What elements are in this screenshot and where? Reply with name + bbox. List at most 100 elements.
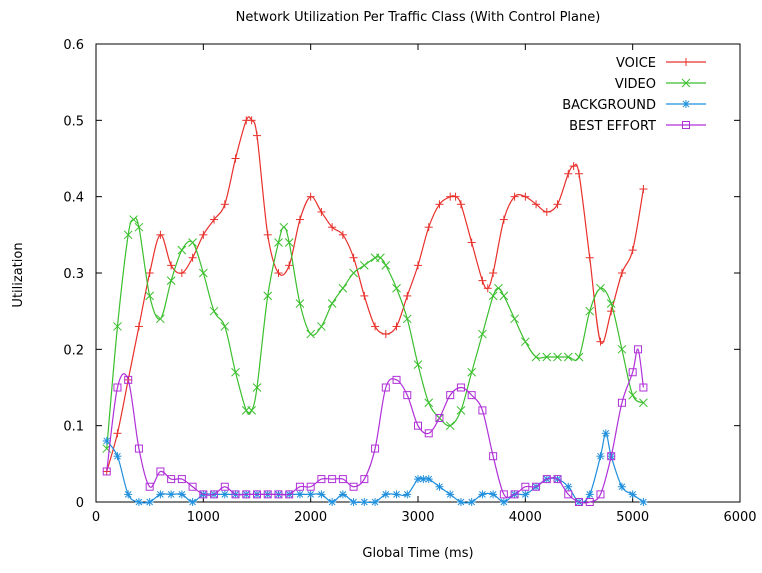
legend-item-best-effort: BEST EFFORT (569, 119, 706, 134)
data-point-voice (263, 230, 272, 239)
data-point-voice (564, 169, 573, 178)
data-point-background (360, 498, 369, 506)
data-point-best-effort (145, 482, 154, 491)
data-point-video (279, 222, 289, 232)
data-point-best-effort (306, 482, 315, 491)
data-point-video (542, 352, 552, 362)
y-tick-label: 0.6 (63, 38, 84, 53)
data-point-best-effort (499, 490, 508, 499)
data-point-best-effort (328, 475, 337, 484)
data-point-video (188, 238, 197, 247)
data-point-voice (483, 284, 492, 293)
data-point-best-effort (521, 482, 530, 491)
data-point-best-effort (381, 383, 390, 392)
data-point-video (553, 352, 562, 362)
data-point-voice (456, 200, 465, 209)
data-point-voice (253, 131, 261, 140)
data-point-background (478, 490, 487, 499)
data-point-voice (156, 230, 165, 239)
data-point-best-effort (199, 490, 208, 499)
data-point-voice (403, 291, 412, 300)
data-point-best-effort (167, 475, 176, 484)
data-point-best-effort (628, 368, 637, 377)
series-background (102, 429, 648, 506)
x-tick-label: 3000 (401, 510, 434, 525)
data-point-video (445, 421, 455, 431)
data-point-background (596, 452, 605, 461)
legend-label: BEST EFFORT (569, 119, 656, 134)
data-point-video (617, 344, 627, 354)
data-point-voice (199, 230, 208, 239)
data-point-background (446, 490, 455, 499)
data-point-best-effort (177, 475, 186, 484)
x-tick-label: 4000 (509, 510, 542, 525)
data-point-voice (360, 291, 369, 300)
data-point-voice (113, 429, 122, 438)
data-point-best-effort (295, 482, 304, 491)
data-point-best-effort (478, 406, 487, 415)
data-point-voice (306, 192, 315, 201)
x-axis-title: Global Time (ms) (362, 546, 473, 561)
data-point-best-effort (553, 475, 562, 484)
series-video (102, 215, 648, 453)
data-point-voice (188, 253, 197, 262)
data-point-voice (639, 185, 648, 194)
data-point-voice (575, 169, 583, 178)
data-point-voice (414, 261, 422, 270)
data-point-voice (435, 200, 444, 209)
y-tick-label: 0.2 (63, 343, 84, 358)
data-point-voice (569, 162, 578, 171)
data-point-background (424, 475, 433, 484)
data-point-background (188, 498, 197, 506)
data-point-voice (499, 215, 508, 224)
data-point-background (220, 490, 229, 499)
series-line-best-effort (106, 348, 644, 504)
data-point-best-effort (210, 490, 219, 499)
data-point-video (402, 314, 412, 324)
data-point-background (156, 490, 165, 499)
data-point-background (113, 452, 122, 461)
data-point-background (403, 490, 412, 499)
data-point-best-effort (634, 345, 643, 354)
data-point-video (381, 261, 391, 270)
y-axis-title: Utilization (11, 242, 26, 307)
data-point-background (134, 498, 143, 506)
data-point-video (123, 230, 133, 240)
data-point-voice (349, 253, 358, 262)
data-point-best-effort (596, 490, 605, 499)
legend-item-background: BACKGROUND (562, 98, 706, 113)
legend-item-video: VIDEO (615, 77, 706, 92)
data-point-video (563, 352, 573, 362)
data-point-background (628, 490, 637, 499)
data-point-background (617, 482, 626, 491)
data-point-best-effort (338, 475, 347, 484)
data-point-background (102, 436, 111, 445)
data-point-background (145, 498, 154, 506)
data-point-voice (617, 269, 626, 277)
data-point-background (521, 490, 530, 499)
data-point-video (166, 276, 176, 285)
data-point-best-effort (607, 452, 616, 461)
data-point-voice (510, 192, 519, 201)
data-point-background (639, 498, 648, 506)
data-point-voice (467, 238, 476, 247)
data-point-voice (371, 322, 380, 331)
data-point-video (596, 283, 605, 293)
data-point-video (392, 283, 401, 293)
legend-label: BACKGROUND (562, 98, 656, 113)
data-point-voice (328, 223, 337, 232)
data-point-video (628, 390, 638, 400)
data-point-video (467, 367, 477, 377)
data-point-video (295, 299, 305, 308)
legend-marker (681, 78, 691, 88)
data-point-voice (231, 154, 240, 163)
x-tick-label: 2000 (294, 510, 327, 525)
data-point-best-effort (435, 414, 444, 423)
data-point-best-effort (113, 383, 122, 392)
data-point-voice (542, 207, 551, 216)
data-point-background (499, 498, 508, 506)
data-point-video (359, 261, 369, 270)
data-point-voice (167, 261, 176, 270)
data-point-voice (596, 337, 605, 346)
data-point-best-effort (253, 490, 261, 499)
